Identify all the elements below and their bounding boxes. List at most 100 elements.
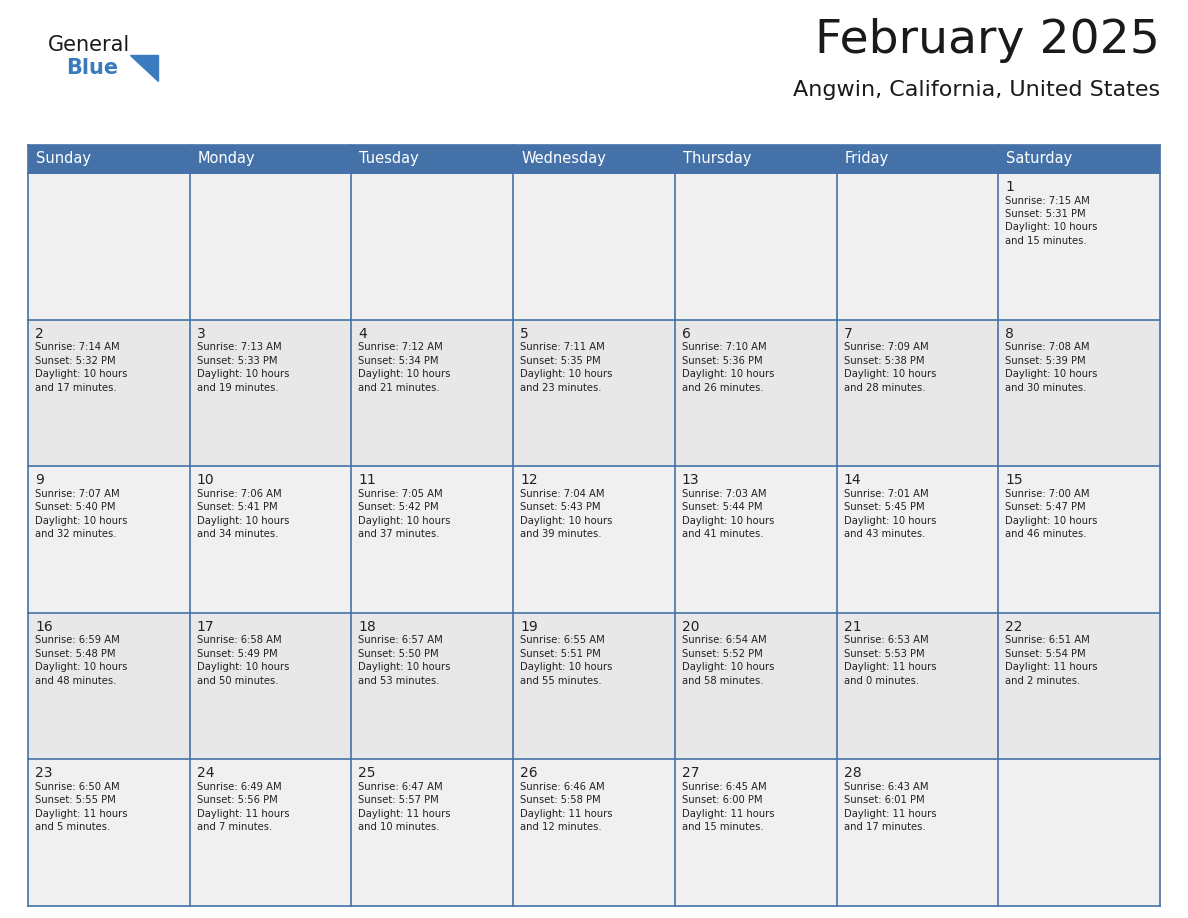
- Text: Sunrise: 7:12 AM: Sunrise: 7:12 AM: [359, 342, 443, 353]
- Text: 15: 15: [1005, 473, 1023, 487]
- Text: Daylight: 10 hours: Daylight: 10 hours: [197, 369, 289, 379]
- Text: Sunset: 5:35 PM: Sunset: 5:35 PM: [520, 355, 601, 365]
- Text: Sunset: 5:52 PM: Sunset: 5:52 PM: [682, 649, 763, 659]
- Text: and 21 minutes.: and 21 minutes.: [359, 383, 440, 393]
- Text: Daylight: 10 hours: Daylight: 10 hours: [682, 369, 775, 379]
- Text: Sunrise: 6:50 AM: Sunrise: 6:50 AM: [34, 782, 120, 792]
- Text: Tuesday: Tuesday: [360, 151, 419, 166]
- Text: Sunset: 5:54 PM: Sunset: 5:54 PM: [1005, 649, 1086, 659]
- Text: and 0 minutes.: and 0 minutes.: [843, 676, 918, 686]
- Text: 26: 26: [520, 767, 538, 780]
- Text: Sunset: 5:48 PM: Sunset: 5:48 PM: [34, 649, 115, 659]
- Text: Sunrise: 7:09 AM: Sunrise: 7:09 AM: [843, 342, 928, 353]
- Text: Daylight: 11 hours: Daylight: 11 hours: [359, 809, 451, 819]
- Text: and 46 minutes.: and 46 minutes.: [1005, 529, 1087, 539]
- Text: Sunrise: 6:47 AM: Sunrise: 6:47 AM: [359, 782, 443, 792]
- Bar: [29, 759, 1159, 906]
- Text: Blue: Blue: [67, 58, 118, 78]
- Bar: [29, 173, 1159, 319]
- Text: Daylight: 10 hours: Daylight: 10 hours: [682, 516, 775, 526]
- Text: and 5 minutes.: and 5 minutes.: [34, 823, 110, 833]
- Text: Daylight: 10 hours: Daylight: 10 hours: [843, 516, 936, 526]
- Text: Daylight: 11 hours: Daylight: 11 hours: [197, 809, 289, 819]
- Text: Daylight: 10 hours: Daylight: 10 hours: [359, 516, 450, 526]
- Text: 6: 6: [682, 327, 690, 341]
- Text: Sunrise: 7:15 AM: Sunrise: 7:15 AM: [1005, 196, 1091, 206]
- Text: Thursday: Thursday: [683, 151, 751, 166]
- Text: 5: 5: [520, 327, 529, 341]
- Text: Wednesday: Wednesday: [522, 151, 606, 166]
- Text: 25: 25: [359, 767, 375, 780]
- Text: Daylight: 10 hours: Daylight: 10 hours: [359, 369, 450, 379]
- Text: and 26 minutes.: and 26 minutes.: [682, 383, 764, 393]
- Text: and 23 minutes.: and 23 minutes.: [520, 383, 601, 393]
- Text: Daylight: 10 hours: Daylight: 10 hours: [1005, 516, 1098, 526]
- Text: and 50 minutes.: and 50 minutes.: [197, 676, 278, 686]
- Text: Sunrise: 6:49 AM: Sunrise: 6:49 AM: [197, 782, 282, 792]
- Text: Sunset: 5:57 PM: Sunset: 5:57 PM: [359, 795, 440, 805]
- Text: Daylight: 10 hours: Daylight: 10 hours: [1005, 369, 1098, 379]
- Text: Sunset: 5:44 PM: Sunset: 5:44 PM: [682, 502, 763, 512]
- Text: and 30 minutes.: and 30 minutes.: [1005, 383, 1087, 393]
- Text: and 28 minutes.: and 28 minutes.: [843, 383, 925, 393]
- Text: and 48 minutes.: and 48 minutes.: [34, 676, 116, 686]
- Text: Sunset: 5:41 PM: Sunset: 5:41 PM: [197, 502, 277, 512]
- Text: Saturday: Saturday: [1006, 151, 1073, 166]
- Text: Sunset: 5:51 PM: Sunset: 5:51 PM: [520, 649, 601, 659]
- Text: Sunset: 5:36 PM: Sunset: 5:36 PM: [682, 355, 763, 365]
- Text: Sunday: Sunday: [36, 151, 91, 166]
- Text: 9: 9: [34, 473, 44, 487]
- Text: Monday: Monday: [197, 151, 255, 166]
- Text: 19: 19: [520, 620, 538, 633]
- Text: 16: 16: [34, 620, 52, 633]
- Text: Daylight: 10 hours: Daylight: 10 hours: [34, 369, 127, 379]
- Text: 11: 11: [359, 473, 377, 487]
- Text: Sunrise: 7:00 AM: Sunrise: 7:00 AM: [1005, 488, 1089, 498]
- Text: Sunrise: 6:54 AM: Sunrise: 6:54 AM: [682, 635, 766, 645]
- Text: Sunset: 6:00 PM: Sunset: 6:00 PM: [682, 795, 763, 805]
- Bar: [29, 613, 1159, 759]
- Text: 28: 28: [843, 767, 861, 780]
- Text: Sunset: 5:38 PM: Sunset: 5:38 PM: [843, 355, 924, 365]
- Text: Sunset: 5:47 PM: Sunset: 5:47 PM: [1005, 502, 1086, 512]
- Bar: [29, 466, 1159, 613]
- Text: Sunset: 5:40 PM: Sunset: 5:40 PM: [34, 502, 115, 512]
- Text: Sunset: 5:50 PM: Sunset: 5:50 PM: [359, 649, 440, 659]
- Text: Sunset: 5:42 PM: Sunset: 5:42 PM: [359, 502, 440, 512]
- Text: and 43 minutes.: and 43 minutes.: [843, 529, 925, 539]
- Text: Sunset: 5:49 PM: Sunset: 5:49 PM: [197, 649, 277, 659]
- Text: and 19 minutes.: and 19 minutes.: [197, 383, 278, 393]
- Text: Sunrise: 7:14 AM: Sunrise: 7:14 AM: [34, 342, 120, 353]
- Text: Sunrise: 6:46 AM: Sunrise: 6:46 AM: [520, 782, 605, 792]
- Text: Sunrise: 6:59 AM: Sunrise: 6:59 AM: [34, 635, 120, 645]
- Text: February 2025: February 2025: [815, 18, 1159, 63]
- Text: Daylight: 11 hours: Daylight: 11 hours: [34, 809, 127, 819]
- Text: Sunset: 5:34 PM: Sunset: 5:34 PM: [359, 355, 438, 365]
- Text: 21: 21: [843, 620, 861, 633]
- Text: and 53 minutes.: and 53 minutes.: [359, 676, 440, 686]
- Text: Daylight: 11 hours: Daylight: 11 hours: [1005, 662, 1098, 672]
- Text: Sunset: 5:53 PM: Sunset: 5:53 PM: [843, 649, 924, 659]
- Text: Sunrise: 6:58 AM: Sunrise: 6:58 AM: [197, 635, 282, 645]
- Text: Daylight: 10 hours: Daylight: 10 hours: [197, 516, 289, 526]
- Text: Daylight: 10 hours: Daylight: 10 hours: [520, 369, 613, 379]
- Text: and 7 minutes.: and 7 minutes.: [197, 823, 272, 833]
- Text: Sunrise: 7:10 AM: Sunrise: 7:10 AM: [682, 342, 766, 353]
- Bar: [29, 145, 1159, 173]
- Text: Sunrise: 7:07 AM: Sunrise: 7:07 AM: [34, 488, 120, 498]
- Text: and 17 minutes.: and 17 minutes.: [34, 383, 116, 393]
- Text: Sunset: 5:43 PM: Sunset: 5:43 PM: [520, 502, 601, 512]
- Text: Sunrise: 7:13 AM: Sunrise: 7:13 AM: [197, 342, 282, 353]
- Text: and 55 minutes.: and 55 minutes.: [520, 676, 602, 686]
- Text: Sunrise: 6:51 AM: Sunrise: 6:51 AM: [1005, 635, 1091, 645]
- Text: and 17 minutes.: and 17 minutes.: [843, 823, 925, 833]
- Polygon shape: [129, 55, 158, 81]
- Text: Sunset: 5:32 PM: Sunset: 5:32 PM: [34, 355, 115, 365]
- Text: Daylight: 10 hours: Daylight: 10 hours: [1005, 222, 1098, 232]
- Text: Sunrise: 6:57 AM: Sunrise: 6:57 AM: [359, 635, 443, 645]
- Text: Daylight: 10 hours: Daylight: 10 hours: [34, 516, 127, 526]
- Text: and 41 minutes.: and 41 minutes.: [682, 529, 764, 539]
- Text: 12: 12: [520, 473, 538, 487]
- Text: 23: 23: [34, 767, 52, 780]
- Text: Daylight: 10 hours: Daylight: 10 hours: [520, 662, 613, 672]
